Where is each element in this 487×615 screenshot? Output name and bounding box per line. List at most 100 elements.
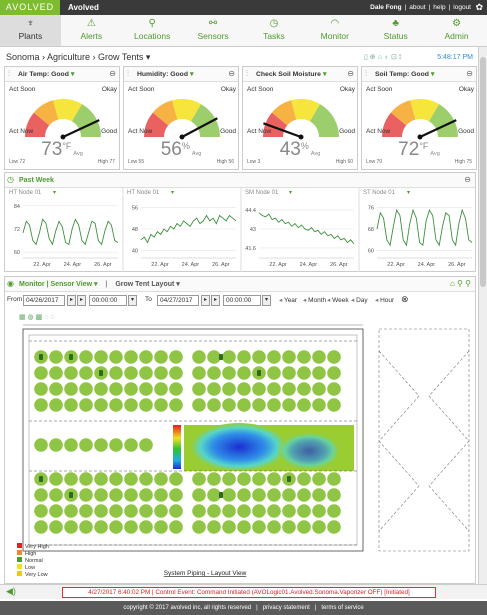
plant: [64, 366, 78, 380]
gauge-band: [172, 99, 201, 122]
footer-text[interactable]: privacy statement: [262, 605, 310, 611]
button[interactable]: ▸: [77, 295, 86, 306]
tent-triangles: [378, 350, 420, 532]
panel-header[interactable]: Past Week: [5, 173, 475, 188]
user-link[interactable]: about: [409, 4, 426, 11]
collapse-button[interactable]: ⊖: [347, 69, 354, 78]
nav-tab[interactable]: ⚲ Locations: [122, 15, 183, 46]
plant: [109, 382, 123, 396]
gauge-unit: °F: [62, 141, 72, 151]
logo[interactable]: AVOLVED: [0, 0, 60, 15]
button[interactable]: ▸: [201, 295, 210, 306]
nav-icon: ⚠: [86, 18, 96, 29]
gauge-title: Air Temp: Good: [18, 71, 69, 78]
plant: [124, 398, 138, 412]
plant: [109, 350, 123, 364]
collapse-button[interactable]: ⊖: [228, 69, 235, 78]
panel-header: Monitor | Sensor View ▾ | Grow Tent Layo…: [5, 277, 475, 292]
nav-tab[interactable]: ⚯ Sensors: [183, 15, 244, 46]
footer-text[interactable]: terms of service: [321, 605, 364, 611]
settings-icon[interactable]: ✿: [475, 2, 483, 12]
plant: [124, 472, 138, 486]
nav-tab[interactable]: ♣ Status: [365, 15, 426, 46]
plant: [34, 488, 48, 502]
input[interactable]: 00:00:00: [223, 295, 261, 306]
gauge-avg: Avg: [73, 151, 83, 157]
toolbar-icons[interactable]: ▯ ⊕ ⌂ ♁ ⊡ ⟟: [364, 54, 402, 61]
input[interactable]: 04/27/2017: [157, 295, 199, 306]
user-name[interactable]: Dale Fong: [370, 4, 402, 11]
user-link[interactable]: logout: [453, 4, 471, 11]
legend-swatch: [17, 557, 22, 562]
plant: [154, 472, 168, 486]
panel-header[interactable]: Soil Temp: Good ▾: [362, 67, 476, 82]
gauge-band: [410, 99, 439, 122]
nav-label: Admin: [444, 31, 469, 41]
nav-tab[interactable]: ◷ Tasks: [244, 15, 305, 46]
plant: [64, 398, 78, 412]
plant: [109, 398, 123, 412]
plant: [237, 382, 251, 396]
gauge-avg: Avg: [191, 151, 202, 157]
status-message[interactable]: 4/27/2017 6:40:02 PM | Control Event: Co…: [62, 587, 436, 598]
legend-label: Normal: [25, 558, 43, 564]
plant: [49, 472, 63, 486]
gauge-label: Act Now: [366, 128, 391, 135]
collapse-button[interactable]: ⊖: [466, 69, 473, 78]
speaker-icon[interactable]: ◀): [6, 586, 16, 596]
x-tick-label: 24. Apr: [418, 262, 436, 268]
scroll-thumb[interactable]: [480, 57, 486, 287]
plant: [282, 382, 296, 396]
collapse-button[interactable]: ⊖: [464, 175, 471, 184]
gauge-needle: [181, 117, 218, 138]
plant: [237, 350, 251, 364]
y-tick-label: 76: [368, 205, 374, 211]
button[interactable]: ▸: [67, 295, 76, 306]
range-button[interactable]: ◂ Year: [279, 296, 297, 304]
gauge-band: [291, 99, 320, 122]
legend-label: Very Low: [25, 572, 48, 578]
plant: [297, 488, 311, 502]
panel-header[interactable]: Air Temp: Good ▾: [5, 67, 119, 82]
collapse-button[interactable]: ⊖: [109, 69, 116, 78]
plant: [94, 350, 108, 364]
layer-icons[interactable]: ▦ ◍ ▩ ◌ ◌: [19, 314, 55, 321]
plant: [94, 488, 108, 502]
plant: [139, 366, 153, 380]
range-button[interactable]: ◂ Hour: [375, 296, 394, 304]
plant: [169, 504, 183, 518]
range-button[interactable]: ◂ Week: [327, 296, 349, 304]
scrollbar[interactable]: [478, 47, 487, 584]
button[interactable]: ▾: [262, 295, 271, 306]
nav-label: Plants: [18, 31, 43, 41]
reset-button[interactable]: ⊗: [401, 294, 409, 304]
plant: [327, 366, 341, 380]
button[interactable]: ▾: [128, 295, 137, 306]
layout-select[interactable]: Grow Tent Layout ▾: [115, 281, 180, 288]
plant: [222, 488, 236, 502]
plant: [49, 488, 63, 502]
header-icons[interactable]: ⌂ ⚲ ⚲: [450, 279, 471, 288]
sensor-marker: [219, 354, 223, 360]
panel-header[interactable]: Check Soil Moisture ▾: [243, 67, 357, 82]
monitor-title[interactable]: Monitor | Sensor View ▾: [19, 281, 98, 288]
nav-tab[interactable]: ◠ Monitor: [304, 15, 365, 46]
breadcrumb[interactable]: Sonoma › Agriculture › Grow Tents ▾: [6, 52, 151, 62]
panel-header[interactable]: Humidity: Good ▾: [124, 67, 238, 82]
range-button[interactable]: ◂ Day: [351, 296, 368, 304]
nav-tab[interactable]: ⚠ Alerts: [61, 15, 122, 46]
user-link[interactable]: help: [433, 4, 446, 11]
dropdown-arrow: ▾: [70, 71, 75, 78]
range-button[interactable]: ◂ Month: [303, 296, 326, 304]
label: From: [7, 296, 23, 303]
monitor-panel: Monitor | Sensor View ▾ | Grow Tent Layo…: [4, 276, 476, 584]
gauge-band: [390, 100, 416, 126]
nav-tab[interactable]: ♆ Plants: [0, 15, 61, 46]
button[interactable]: ▸: [211, 295, 220, 306]
gauge-title: Check Soil Moisture: [256, 71, 321, 78]
nav-tab[interactable]: ⚙ Admin: [426, 15, 487, 46]
dropdown-arrow: ▾: [289, 190, 292, 196]
input[interactable]: 04/26/2017: [23, 295, 65, 306]
input[interactable]: 00:00:00: [89, 295, 127, 306]
plant: [282, 520, 296, 534]
